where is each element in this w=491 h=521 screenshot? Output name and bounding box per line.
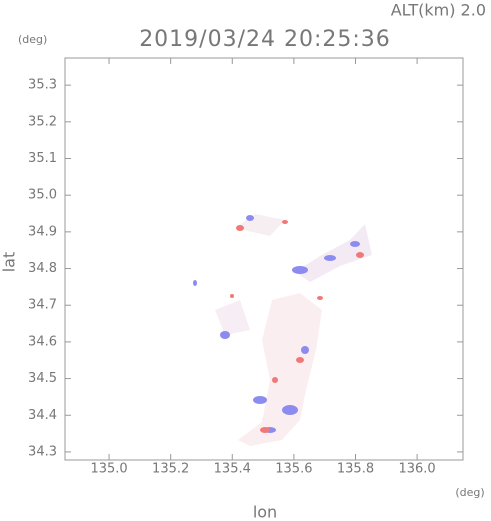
x-tick-label: 136.0 (398, 462, 435, 477)
y-tick-label: 34.8 (28, 261, 57, 276)
y-tick-label: 35.2 (28, 114, 57, 129)
x-tick-label: 135.6 (275, 462, 312, 477)
x-tick-label: 135.4 (214, 462, 251, 477)
y-tick-label: 35.1 (28, 151, 57, 166)
x-unit: (deg) (455, 486, 484, 499)
x-tick-label: 135.0 (90, 462, 127, 477)
altitude-label: ALT(km) 2.0 (391, 1, 486, 20)
y-tick-label: 35.3 (28, 78, 57, 93)
plot-frame (64, 57, 464, 461)
y-tick-label: 34.5 (28, 371, 57, 386)
y-tick-label: 34.4 (28, 408, 57, 423)
y-tick-label: 34.3 (28, 444, 57, 459)
y-axis-label: lat (0, 252, 19, 273)
y-tick-label: 34.9 (28, 224, 57, 239)
x-axis-label: lon (253, 503, 277, 521)
chart-title: 2019/03/24 20:25:36 (139, 27, 391, 52)
y-tick-label: 35.0 (28, 188, 57, 203)
x-tick-label: 135.8 (337, 462, 374, 477)
y-tick-label: 34.6 (28, 334, 57, 349)
y-tick-label: 34.7 (28, 298, 57, 313)
x-tick-label: 135.2 (152, 462, 189, 477)
radar-echo (193, 214, 372, 446)
y-unit: (deg) (18, 33, 47, 46)
